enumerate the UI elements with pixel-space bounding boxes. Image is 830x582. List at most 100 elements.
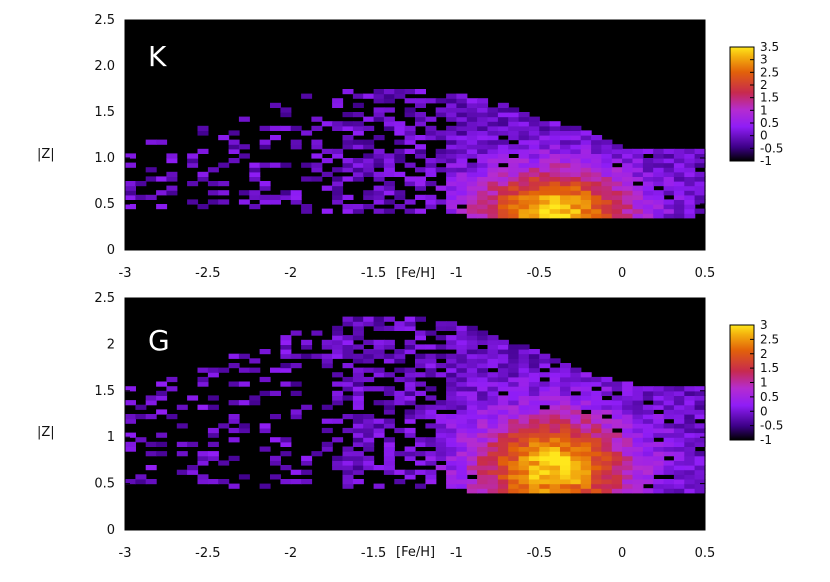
heatmap-cell <box>497 483 509 489</box>
heatmap-cell <box>477 158 489 164</box>
heatmap-cell <box>570 423 582 429</box>
heatmap-cell <box>270 102 281 108</box>
heatmap-cell <box>591 390 603 396</box>
heatmap-cell <box>290 144 302 150</box>
heatmap-cell <box>694 465 706 471</box>
heatmap-cell <box>477 409 489 415</box>
heatmap-cell <box>560 441 571 447</box>
heatmap-cell <box>642 423 654 429</box>
heatmap-cell <box>560 409 571 415</box>
heatmap-cell <box>570 483 582 489</box>
heatmap-cell <box>156 204 168 210</box>
heatmap-cell <box>415 483 426 489</box>
heatmap-cell <box>694 395 706 401</box>
heatmap-cell <box>539 451 551 457</box>
heatmap-cell <box>290 125 302 131</box>
heatmap-cell <box>539 390 551 396</box>
heatmap-cell <box>539 400 551 406</box>
heatmap-cell <box>642 451 654 457</box>
heatmap-cell <box>415 460 426 466</box>
heatmap-cell <box>622 423 634 429</box>
heatmap-cell <box>415 381 426 387</box>
heatmap-cell <box>684 171 696 177</box>
heatmap-cell <box>404 339 416 345</box>
heatmap-cell <box>363 93 375 99</box>
heatmap-cell <box>611 204 623 210</box>
heatmap-cell <box>363 358 375 364</box>
heatmap-cell <box>301 479 313 485</box>
heatmap-cell <box>238 144 250 150</box>
heatmap-cell <box>642 404 654 410</box>
heatmap-cell <box>549 427 561 434</box>
heatmap-cell <box>466 130 478 136</box>
heatmap-cell <box>249 358 261 364</box>
heatmap-cell <box>332 98 344 104</box>
heatmap-cell <box>642 474 654 480</box>
heatmap-cell <box>497 423 509 429</box>
heatmap-cell <box>425 451 437 457</box>
heatmap-cell <box>352 121 364 127</box>
heatmap-cell <box>487 395 499 401</box>
heatmap-cell <box>415 330 426 336</box>
heatmap-cell <box>446 158 458 164</box>
heatmap-cell <box>518 171 530 177</box>
heatmap-cell <box>508 409 520 415</box>
heatmap-cell <box>228 139 240 145</box>
heatmap-cell <box>508 167 520 173</box>
heatmap-cell <box>611 455 623 461</box>
heatmap-cell <box>508 171 520 177</box>
heatmap-cell <box>466 116 478 122</box>
heatmap-cell <box>145 465 157 471</box>
heatmap-cell <box>663 483 675 489</box>
heatmap-cell <box>270 390 281 396</box>
heatmap-cell <box>446 130 458 136</box>
heatmap-cell <box>508 204 520 210</box>
heatmap-cell <box>466 460 478 466</box>
heatmap-cell <box>560 432 571 438</box>
heatmap-cell <box>663 469 675 475</box>
heatmap-cell <box>487 116 499 122</box>
heatmap-cell <box>591 185 603 191</box>
heatmap-cell <box>601 376 613 383</box>
heatmap-cell <box>477 446 489 452</box>
heatmap-cell <box>394 139 406 145</box>
heatmap-cell <box>197 404 209 410</box>
heatmap-cell <box>446 339 458 345</box>
heatmap-cell <box>446 474 458 480</box>
heatmap-cell <box>591 488 603 494</box>
heatmap-cell <box>622 381 634 387</box>
heatmap-cell <box>580 469 592 475</box>
heatmap-cell <box>446 208 458 214</box>
heatmap-cell <box>508 381 520 387</box>
heatmap-cell <box>187 469 199 475</box>
heatmap-cell <box>435 372 447 378</box>
heatmap-cell <box>528 423 540 429</box>
heatmap-cell <box>270 414 281 420</box>
heatmap-cell <box>487 427 499 434</box>
heatmap-cell <box>373 483 385 489</box>
heatmap-cell <box>580 404 592 410</box>
heatmap-cell <box>363 321 375 327</box>
heatmap-cell <box>694 423 706 429</box>
heatmap-cell <box>570 479 582 485</box>
heatmap-cell <box>446 418 458 424</box>
heatmap-cell <box>591 414 603 420</box>
heatmap-cell <box>497 125 509 131</box>
heatmap-cell <box>332 395 344 401</box>
heatmap-cell <box>497 153 509 159</box>
x-tick-label: -1 <box>450 546 463 561</box>
heatmap-cell <box>135 437 147 443</box>
heatmap-cell <box>332 199 344 205</box>
heatmap-cell <box>383 418 395 424</box>
heatmap-cell <box>373 344 385 350</box>
heatmap-cell <box>352 321 364 327</box>
heatmap-cell <box>653 162 665 168</box>
heatmap-cell <box>125 400 136 406</box>
heatmap-cell <box>528 469 540 475</box>
heatmap-cell <box>394 93 406 99</box>
heatmap-cell <box>311 116 323 122</box>
heatmap-cell <box>601 488 613 494</box>
heatmap-cell <box>207 367 219 373</box>
heatmap-cell <box>363 125 375 131</box>
heatmap-cell <box>549 135 561 141</box>
